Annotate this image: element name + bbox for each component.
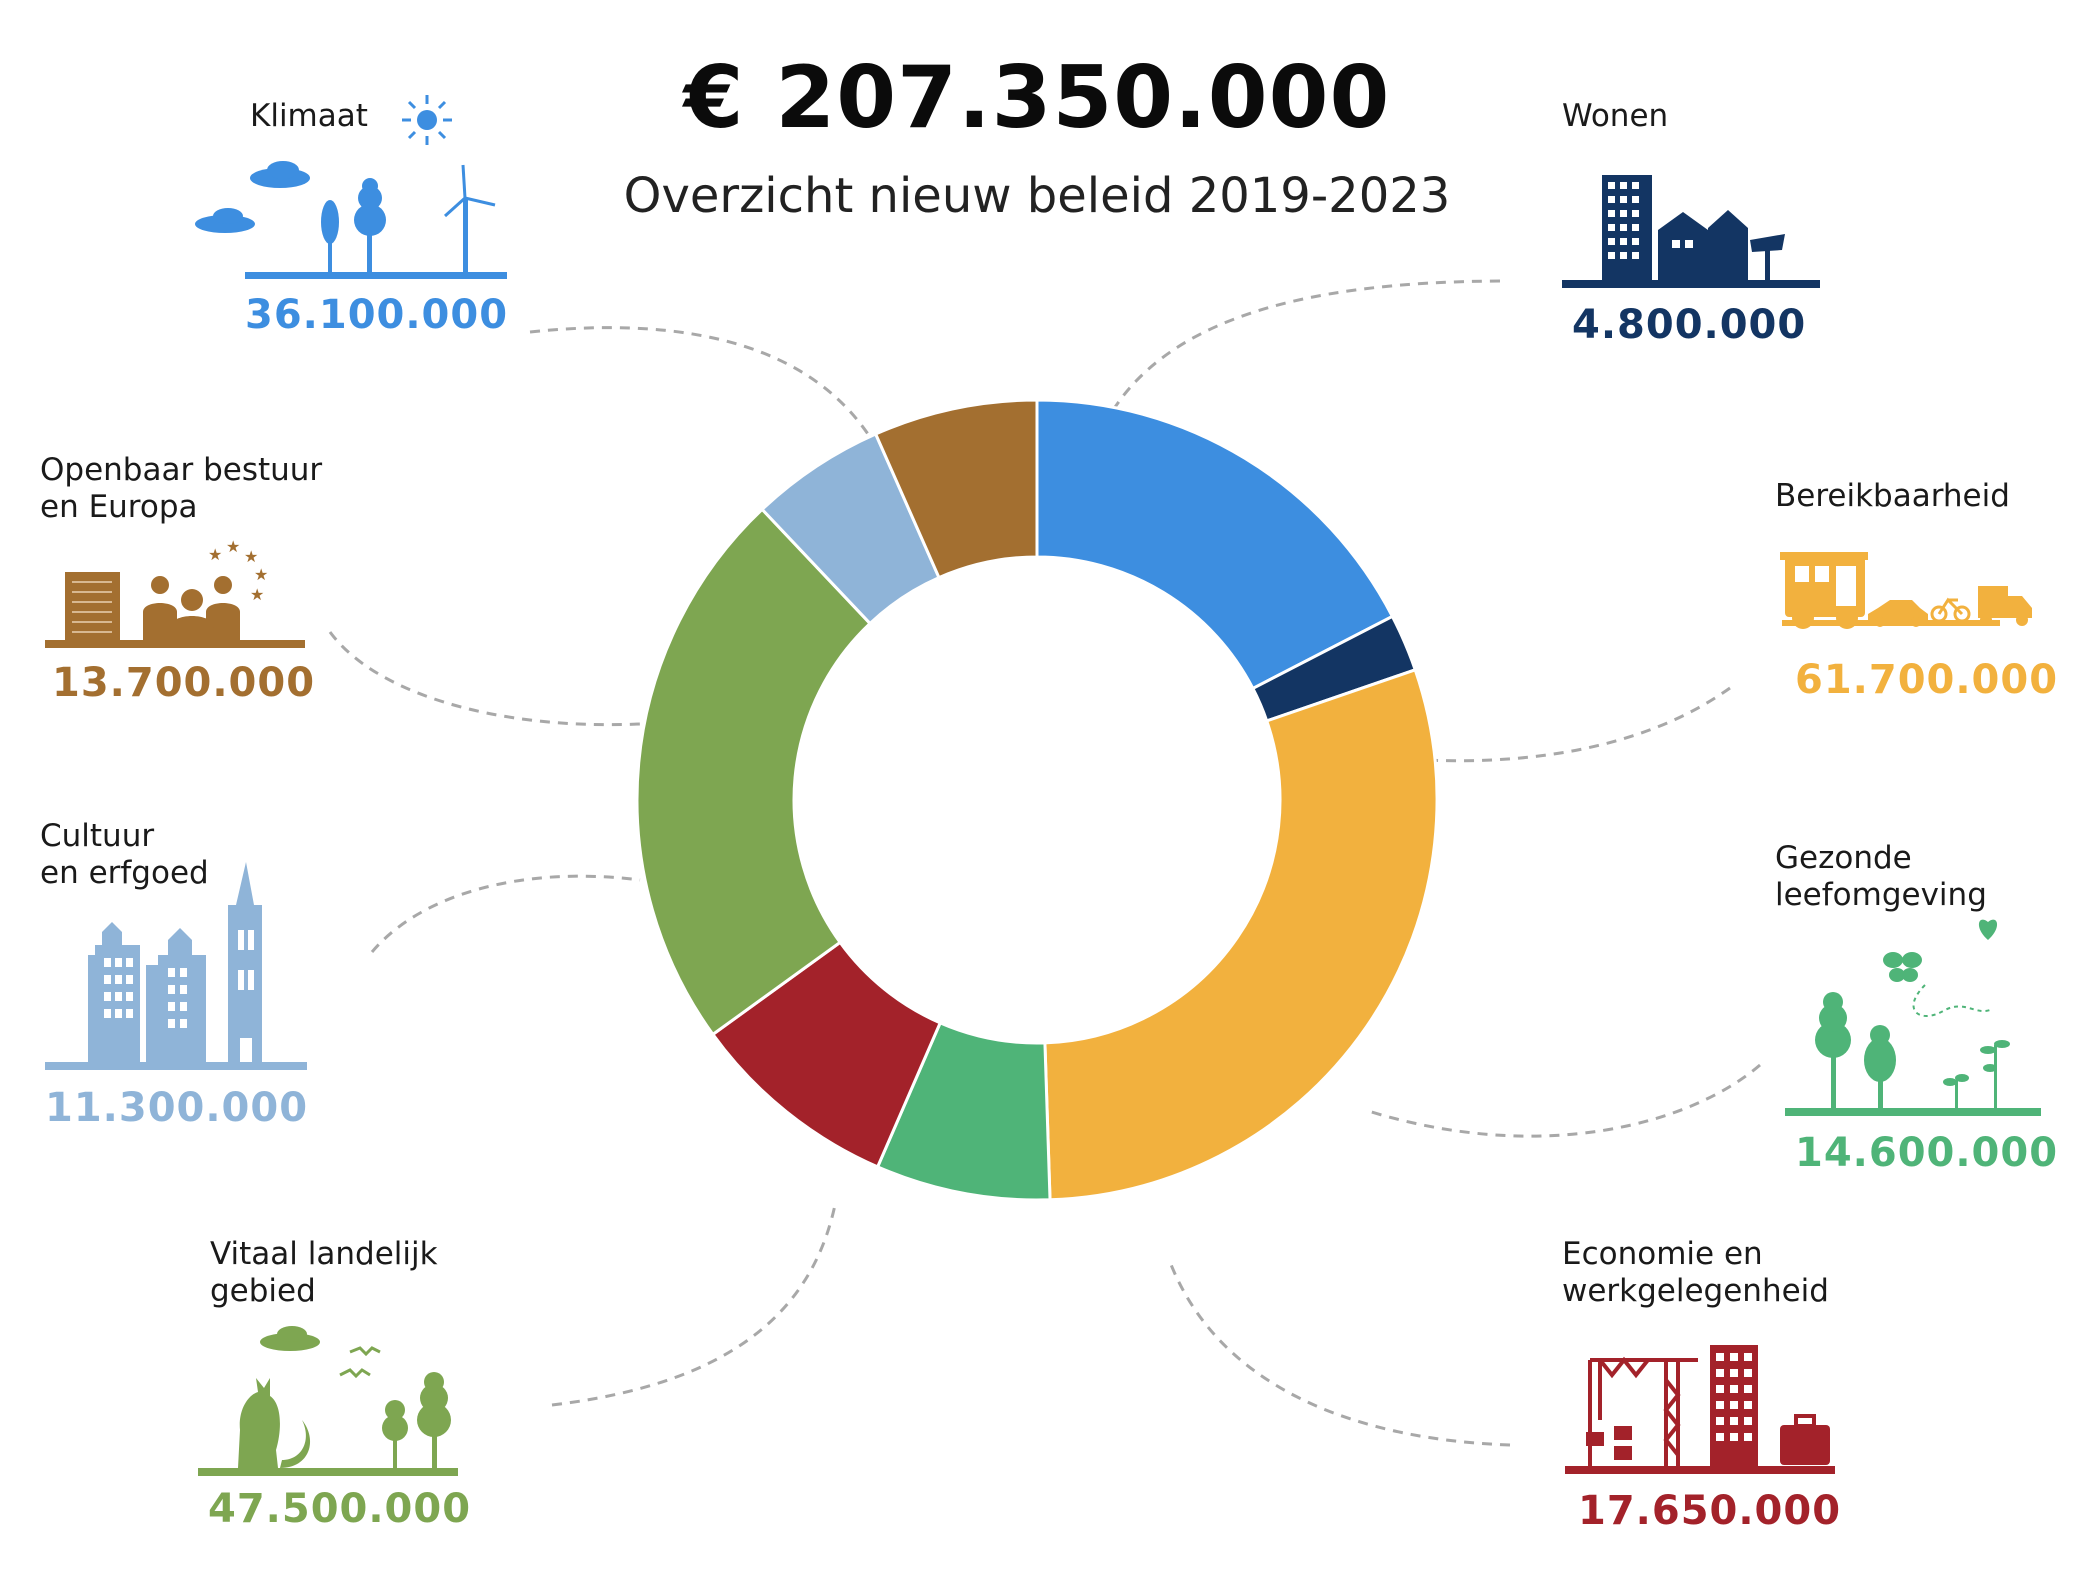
amount-wonen: 4.800.000	[1572, 302, 1807, 348]
label-openbaar: Openbaar bestuur en Europa	[40, 452, 323, 525]
rural-icon	[198, 1326, 458, 1476]
amount-openbaar: 13.700.000	[52, 660, 316, 706]
connector-vitaal	[551, 1204, 837, 1407]
climate-icon	[195, 95, 507, 279]
svg-text:★: ★	[226, 537, 240, 556]
label-vitaal: Vitaal landelijk gebied	[210, 1236, 438, 1309]
label-gezonde: Gezonde leefomgeving	[1775, 840, 1987, 913]
connector-cultuur	[370, 874, 641, 953]
label-bereikbaarheid: Bereikbaarheid	[1775, 478, 2010, 514]
donut-slice-7	[873, 398, 1039, 580]
donut-chart	[635, 398, 1439, 1202]
label-klimaat: Klimaat	[250, 98, 368, 134]
connector-wonen	[1096, 279, 1501, 439]
amount-bereikbaarheid: 61.700.000	[1795, 657, 2059, 703]
connector-gezonde	[1364, 1063, 1761, 1138]
connector-klimaat	[529, 326, 897, 489]
connector-economie	[1168, 1261, 1511, 1447]
amount-economie: 17.650.000	[1578, 1488, 1842, 1534]
svg-text:★: ★	[244, 547, 258, 566]
amount-klimaat: 36.100.000	[245, 292, 509, 338]
amount-gezonde: 14.600.000	[1795, 1130, 2059, 1176]
donut-slice-2	[1043, 667, 1439, 1202]
connector-openbaar	[328, 631, 671, 727]
svg-text:★: ★	[250, 585, 264, 604]
donut-slice-5	[635, 507, 873, 1037]
amount-vitaal: 47.500.000	[208, 1486, 472, 1532]
economy-icon	[1565, 1345, 1835, 1474]
housing-icon	[1562, 175, 1820, 288]
connector-bereikbaarheid	[1424, 686, 1731, 763]
heritage-icon	[45, 862, 307, 1070]
amount-cultuur: 11.300.000	[45, 1085, 309, 1131]
label-economie: Economie en werkgelegenheid	[1562, 1236, 1829, 1309]
donut-slice-0	[1035, 398, 1395, 691]
svg-text:★: ★	[254, 565, 268, 584]
transport-icon	[1780, 552, 2032, 629]
page-subtitle: Overzicht nieuw beleid 2019-2023	[623, 168, 1451, 224]
label-wonen: Wonen	[1562, 98, 1669, 134]
total-amount: € 207.350.000	[683, 48, 1391, 148]
governance-icon: ★ ★★ ★★	[45, 537, 305, 648]
healthy-environment-icon	[1785, 919, 2041, 1116]
label-cultuur: Cultuur en erfgoed	[40, 818, 209, 891]
svg-text:★: ★	[208, 545, 222, 564]
